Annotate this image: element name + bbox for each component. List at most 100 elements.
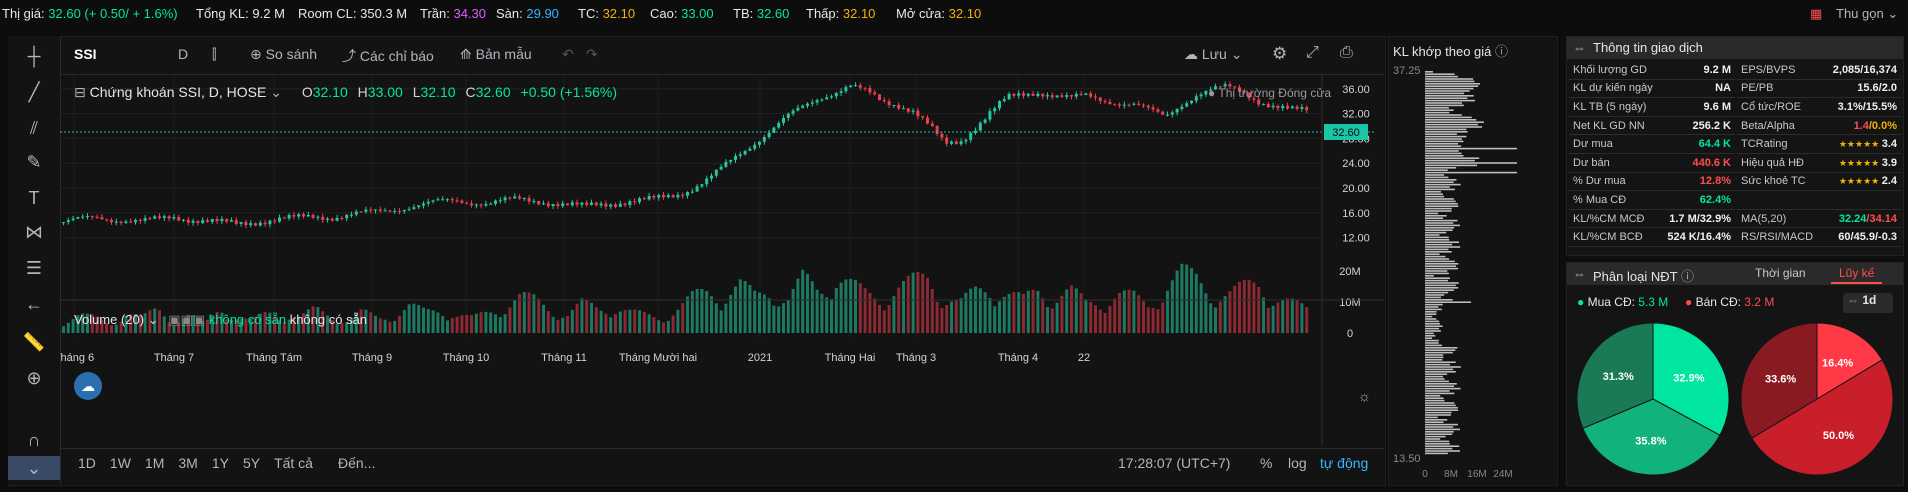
save-button[interactable]: ☁ Lưu ⌄	[1184, 46, 1242, 63]
expand-tools-icon[interactable]: ⌄	[8, 456, 60, 480]
info-row: KL TB (5 ngày) 9.6 M	[1569, 97, 1735, 117]
vp-bar	[1425, 378, 1445, 380]
vp-bar	[1425, 107, 1449, 109]
volume-bar	[719, 310, 723, 333]
info-label: KL TB (5 ngày)	[1569, 97, 1661, 117]
auto-button[interactable]: tự động	[1320, 455, 1369, 471]
chevron-down-icon[interactable]: ⌄	[270, 84, 282, 100]
magnet-icon[interactable]: ∩	[27, 430, 41, 450]
goto-button[interactable]: Đến...	[338, 455, 376, 471]
volume-bar	[258, 313, 262, 333]
indicators-button[interactable]: ⤴ Các chỉ báo	[342, 46, 434, 66]
candle	[364, 209, 368, 212]
trend-line-icon[interactable]: ╱	[28, 82, 40, 102]
volume-toggle-icons[interactable]: ▣▣▣	[168, 312, 206, 327]
tab-time[interactable]: Thời gian	[1755, 266, 1806, 280]
compare-button[interactable]: ⊕ So sánh	[250, 46, 317, 63]
range-button[interactable]: 1Y	[211, 455, 229, 471]
collapse-panel-icon[interactable]: ⇔	[1573, 266, 1586, 281]
undo-icon[interactable]: ↶	[562, 46, 574, 62]
range-button[interactable]: 1W	[109, 455, 131, 471]
volume-bar	[350, 318, 353, 333]
candle	[292, 215, 296, 217]
log-button[interactable]: log	[1288, 455, 1307, 471]
vp-bar	[1425, 150, 1459, 152]
vp-bar	[1425, 121, 1484, 123]
legend-title[interactable]: Chứng khoán SSI, D, HOSE	[89, 84, 267, 100]
tab-cumulative[interactable]: Lũy kế	[1831, 266, 1883, 284]
crosshair-icon[interactable]: ┼	[27, 46, 41, 66]
settings-icon[interactable]: ⚙	[1272, 44, 1288, 63]
brush-icon[interactable]: ✎	[26, 152, 42, 172]
candle-type-icon[interactable]: ⫿	[212, 46, 217, 62]
prediction-icon[interactable]: ☰	[25, 258, 43, 278]
interval-button[interactable]: D	[178, 46, 189, 62]
candle	[412, 207, 416, 210]
vp-bar	[1425, 109, 1454, 111]
volume-bar	[1118, 292, 1121, 333]
volume-bar	[273, 316, 277, 333]
buy-dot-icon: ●	[1577, 295, 1585, 309]
percent-button[interactable]: %	[1260, 455, 1273, 471]
range-button[interactable]: 1D	[78, 455, 96, 471]
text-icon[interactable]: T	[28, 188, 40, 208]
legend-change: +0.50 (+1.56%)	[520, 84, 618, 100]
volume-bar	[1089, 301, 1093, 333]
vp-bottom-label: 13.50	[1393, 453, 1421, 465]
candle	[743, 150, 747, 155]
clock: 17:28:07 (UTC+7)	[1118, 455, 1231, 471]
range-button[interactable]: 1M	[144, 455, 165, 471]
volume-bar	[282, 321, 286, 333]
range-button[interactable]: 5Y	[242, 455, 261, 471]
candle	[306, 214, 310, 217]
fib-icon[interactable]: ⫽	[29, 118, 39, 138]
screenshot-icon[interactable]: ⎙	[1340, 44, 1353, 61]
pattern-icon[interactable]: ⋈	[25, 222, 43, 242]
vp-bar	[1425, 116, 1472, 119]
info-label: KL/%CM MCĐ	[1569, 209, 1661, 229]
volume-bar	[782, 303, 785, 333]
candle	[561, 203, 565, 207]
axis-settings-icon[interactable]: ☼	[1358, 388, 1371, 404]
info-label: Net KL GD NN	[1569, 116, 1661, 136]
candle	[854, 85, 857, 87]
range-button[interactable]: 3M	[178, 455, 198, 471]
info-icon[interactable]: ⓘ	[1680, 269, 1694, 284]
candle	[105, 219, 109, 221]
vp-bar	[1425, 186, 1450, 188]
volume-bar	[124, 315, 128, 333]
vp-bar	[1425, 419, 1448, 421]
candle	[1300, 107, 1304, 109]
volume-bar	[494, 314, 497, 333]
collapse-panel-icon[interactable]: ⇔	[1573, 40, 1586, 55]
vp-bar	[1425, 299, 1453, 301]
period-selector[interactable]: ⇔ 1d	[1843, 293, 1893, 313]
collapse-legend-icon[interactable]: ⊟	[74, 84, 86, 100]
symbol-button[interactable]: SSI	[74, 46, 97, 62]
candle	[258, 222, 262, 226]
volume-bar	[921, 273, 925, 333]
redo-icon[interactable]: ↷	[586, 46, 598, 62]
chevron-down-icon[interactable]: ⌄	[147, 312, 159, 327]
fullscreen-icon[interactable]: ⤢	[1306, 44, 1319, 61]
candle	[518, 196, 521, 199]
back-arrow-icon[interactable]: ←	[25, 294, 43, 314]
zoom-icon[interactable]: ⊕	[26, 368, 42, 388]
collapse-icon[interactable]: ▦	[1810, 6, 1823, 21]
collapse-button[interactable]: Thu gọn ⌄	[1836, 6, 1898, 22]
volume-bar	[1108, 305, 1112, 333]
volume-bar	[926, 277, 929, 333]
vp-bar	[1425, 75, 1458, 78]
templates-icon: ⟰	[460, 46, 472, 62]
info-icon[interactable]: ⓘ	[1495, 44, 1509, 59]
volume-bar	[182, 318, 185, 333]
ruler-icon[interactable]: 📏	[22, 332, 46, 352]
range-button[interactable]: Tất cả	[274, 455, 313, 471]
volume-profile-panel: KL khớp theo giá ⓘ 37.25 13.50 0 8M 16M 24M	[1388, 36, 1558, 486]
vp-bar	[1425, 411, 1452, 414]
buy-value: 5.3 M	[1638, 295, 1669, 309]
templates-button[interactable]: ⟰ Bản mẫu	[460, 46, 532, 63]
candle	[177, 217, 181, 221]
volume-label[interactable]: Volume (20)	[74, 312, 145, 327]
